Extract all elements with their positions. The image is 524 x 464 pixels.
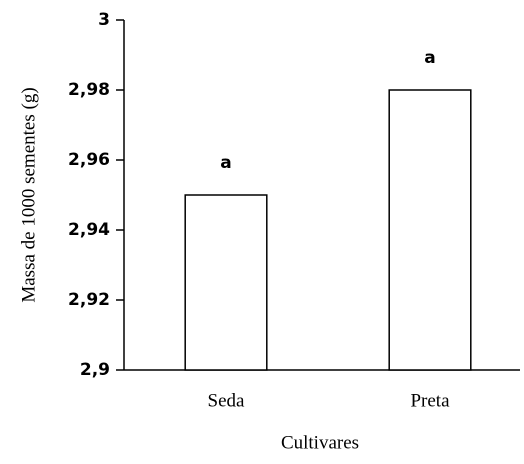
bar [184, 194, 268, 371]
y-axis-label: Massa de 1000 sementes (g) [18, 87, 39, 302]
annotation: a [220, 153, 231, 173]
y-tick-label: 2,98 [68, 80, 110, 100]
y-tick-label: 2,96 [68, 150, 110, 170]
bar [388, 89, 472, 371]
x-axis-label: Cultivares [281, 432, 359, 453]
annotation: a [424, 48, 435, 68]
x-tick-label: Preta [410, 390, 450, 411]
y-tick-label: 2,9 [80, 360, 110, 380]
x-tick-label: Seda [208, 390, 246, 411]
y-tick-label: 2,94 [68, 220, 110, 240]
y-tick-label: 2,92 [68, 290, 110, 310]
y-tick-label: 3 [98, 10, 110, 30]
